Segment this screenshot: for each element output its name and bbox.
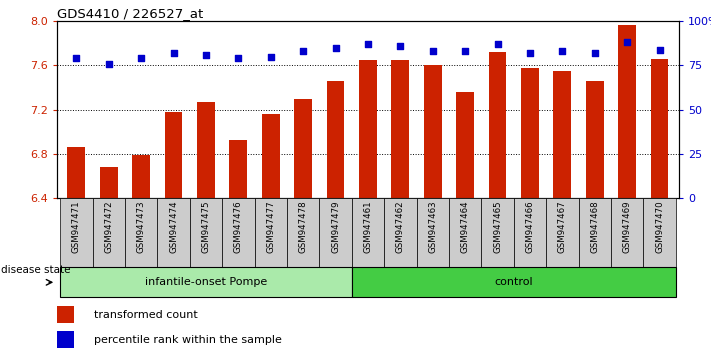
- Text: GSM947475: GSM947475: [201, 200, 210, 253]
- Text: GSM947469: GSM947469: [623, 200, 631, 253]
- Text: GSM947476: GSM947476: [234, 200, 243, 253]
- Bar: [68, 147, 85, 198]
- Text: GSM947471: GSM947471: [72, 200, 81, 253]
- Bar: [230, 139, 247, 198]
- Text: control: control: [494, 277, 533, 287]
- Bar: [553, 71, 571, 198]
- Point: [201, 52, 212, 58]
- Bar: [586, 81, 604, 198]
- Bar: [255, 198, 287, 267]
- Text: GSM947464: GSM947464: [461, 200, 470, 253]
- Bar: [521, 68, 539, 198]
- Bar: [488, 52, 506, 198]
- Bar: [352, 267, 675, 297]
- Bar: [125, 198, 157, 267]
- Bar: [165, 112, 183, 198]
- Point: [395, 43, 406, 49]
- Bar: [643, 198, 675, 267]
- Bar: [359, 60, 377, 198]
- Text: GSM947462: GSM947462: [396, 200, 405, 253]
- Bar: [326, 81, 344, 198]
- Point: [103, 61, 114, 67]
- Bar: [651, 59, 668, 198]
- Text: GSM947468: GSM947468: [590, 200, 599, 253]
- Point: [654, 47, 665, 52]
- Text: GSM947477: GSM947477: [266, 200, 275, 253]
- Point: [232, 56, 244, 61]
- Text: transformed count: transformed count: [94, 310, 198, 320]
- Point: [557, 48, 568, 54]
- Point: [427, 48, 439, 54]
- Bar: [287, 198, 319, 267]
- Point: [362, 41, 374, 47]
- Text: GSM947466: GSM947466: [525, 200, 535, 253]
- Bar: [449, 198, 481, 267]
- Text: GSM947472: GSM947472: [105, 200, 113, 253]
- Point: [492, 41, 503, 47]
- Bar: [619, 24, 636, 198]
- Point: [330, 45, 341, 51]
- Point: [297, 48, 309, 54]
- Point: [589, 50, 601, 56]
- Bar: [514, 198, 546, 267]
- Text: GSM947467: GSM947467: [558, 200, 567, 253]
- Bar: [262, 114, 279, 198]
- Text: GSM947473: GSM947473: [137, 200, 146, 253]
- Text: GSM947461: GSM947461: [363, 200, 373, 253]
- Text: percentile rank within the sample: percentile rank within the sample: [94, 335, 282, 344]
- Bar: [546, 198, 579, 267]
- Bar: [157, 198, 190, 267]
- Bar: [197, 102, 215, 198]
- Bar: [132, 155, 150, 198]
- Point: [524, 50, 535, 56]
- Bar: [92, 198, 125, 267]
- Bar: [456, 92, 474, 198]
- Text: GDS4410 / 226527_at: GDS4410 / 226527_at: [57, 7, 203, 20]
- Text: GSM947478: GSM947478: [299, 200, 308, 253]
- Bar: [100, 167, 117, 198]
- Bar: [190, 198, 222, 267]
- Text: GSM947463: GSM947463: [428, 200, 437, 253]
- Point: [459, 48, 471, 54]
- Text: GSM947465: GSM947465: [493, 200, 502, 253]
- Bar: [579, 198, 611, 267]
- Text: GSM947470: GSM947470: [655, 200, 664, 253]
- Bar: [392, 60, 410, 198]
- Bar: [294, 99, 312, 198]
- Text: GSM947474: GSM947474: [169, 200, 178, 253]
- Point: [168, 50, 179, 56]
- Bar: [222, 198, 255, 267]
- Bar: [384, 198, 417, 267]
- Point: [135, 56, 146, 61]
- Point: [621, 40, 633, 45]
- Bar: [352, 198, 384, 267]
- Bar: [60, 267, 352, 297]
- Bar: [57, 331, 75, 348]
- Bar: [424, 65, 442, 198]
- Point: [70, 56, 82, 61]
- Bar: [319, 198, 352, 267]
- Bar: [417, 198, 449, 267]
- Bar: [57, 306, 75, 323]
- Bar: [481, 198, 514, 267]
- Point: [265, 54, 277, 59]
- Text: GSM947479: GSM947479: [331, 200, 340, 253]
- Text: disease state: disease state: [1, 265, 71, 275]
- Text: infantile-onset Pompe: infantile-onset Pompe: [145, 277, 267, 287]
- Bar: [611, 198, 643, 267]
- Bar: [60, 198, 92, 267]
